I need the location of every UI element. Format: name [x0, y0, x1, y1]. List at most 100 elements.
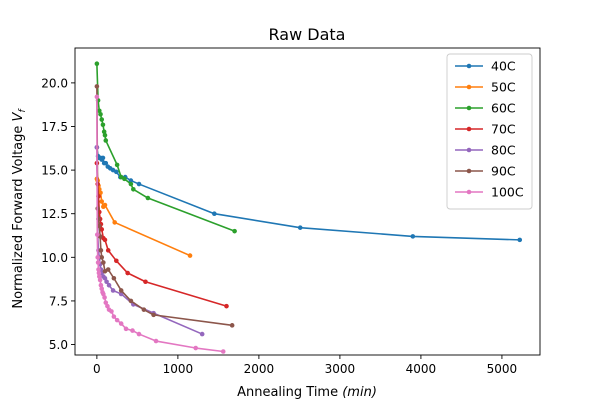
plot-frame [74, 47, 541, 356]
data-point-70C [114, 258, 119, 264]
data-point-60C [98, 111, 103, 117]
data-point-100C [96, 267, 101, 272]
data-point-80C [104, 279, 109, 285]
data-point-90C [141, 307, 147, 312]
y-tick-label: 10.0 [41, 251, 68, 265]
legend-swatch-marker [466, 84, 472, 90]
data-point-100C [96, 270, 102, 276]
x-axis-label: Annealing Time (min) [237, 385, 377, 400]
data-point-60C [145, 195, 151, 201]
data-point-100C [136, 331, 142, 337]
data-point-100C [153, 338, 159, 344]
y-tick-label: 5.0 [49, 338, 68, 352]
data-point-70C [105, 248, 111, 253]
x-tick-label: 4000 [406, 362, 437, 376]
data-point-40C [212, 211, 217, 217]
data-point-50C [187, 253, 193, 258]
data-point-100C [130, 328, 135, 333]
data-point-40C [100, 155, 106, 161]
legend-label: 100C [491, 185, 524, 200]
legend-item: 50C [455, 80, 516, 95]
legend-label: 60C [491, 101, 516, 116]
data-point-100C [109, 309, 114, 314]
data-point-100C [111, 314, 117, 319]
data-point-100C [97, 277, 103, 283]
data-point-60C [102, 132, 108, 138]
data-point-40C [297, 225, 303, 230]
data-point-100C [123, 326, 129, 332]
data-point-90C [229, 323, 235, 328]
data-point-90C [118, 288, 124, 293]
data-point-70C [102, 237, 108, 243]
data-point-40C [103, 160, 109, 166]
data-point-90C [111, 275, 117, 281]
data-point-80C [199, 331, 205, 337]
data-point-100C [193, 345, 199, 351]
data-point-90C [98, 248, 104, 253]
x-axis-label-text: Annealing Time [237, 385, 342, 400]
x-tick-label: 5000 [487, 362, 518, 376]
legend-label: 50C [491, 80, 516, 95]
legend-swatch-marker [466, 63, 472, 69]
series-line-70C [96, 163, 227, 307]
legend-item: 90C [455, 164, 516, 179]
data-point-80C [102, 275, 108, 281]
x-tick-label: 3000 [325, 362, 356, 376]
y-axis-label-symbol: V [11, 111, 26, 121]
data-point-60C [232, 228, 237, 234]
legend-label: 70C [491, 122, 516, 137]
y-tick-label: 7.5 [49, 294, 68, 308]
data-point-50C [102, 202, 108, 208]
data-point-100C [102, 295, 107, 300]
legend-swatch-marker [466, 126, 472, 132]
data-point-60C [122, 176, 127, 182]
data-point-100C [118, 321, 124, 326]
data-point-60C [94, 61, 100, 66]
legend-swatch-marker [466, 147, 472, 153]
y-axis-label: Normalized Forward Voltage Vf [11, 108, 28, 309]
data-point-100C [105, 303, 110, 309]
data-point-70C [143, 279, 148, 285]
chart-title: Raw Data [269, 25, 346, 44]
data-point-60C [114, 162, 120, 168]
data-point-90C [101, 260, 106, 265]
series-60C [94, 61, 237, 234]
data-point-70C [224, 303, 229, 309]
data-point-100C [95, 260, 101, 265]
y-axis-label-subscript: f [18, 108, 28, 113]
x-tick-label: 2000 [244, 362, 275, 376]
legend-swatch-marker [466, 105, 472, 111]
y-axis: 5.0 7.5 10.0 12.5 15.0 17.5 20.0 [41, 76, 75, 352]
x-axis: 0 1000 2000 3000 4000 5000 [93, 355, 517, 376]
legend-label: 80C [491, 143, 516, 158]
data-point-90C [105, 267, 111, 272]
y-tick-label: 15.0 [41, 164, 68, 178]
y-tick-label: 17.5 [41, 120, 68, 134]
legend-item: 80C [455, 143, 516, 158]
data-point-70C [99, 227, 105, 232]
data-point-100C [95, 255, 100, 260]
data-point-90C [94, 84, 100, 89]
x-tick-label: 0 [93, 362, 101, 376]
data-point-40C [410, 234, 416, 239]
data-point-60C [128, 181, 134, 187]
data-point-60C [100, 122, 106, 128]
data-point-60C [103, 138, 109, 143]
data-point-90C [128, 298, 134, 304]
data-point-100C [99, 286, 105, 292]
data-point-100C [114, 317, 120, 323]
data-point-100C [220, 349, 226, 354]
data-point-60C [101, 129, 107, 135]
data-point-50C [98, 190, 103, 196]
data-point-100C [98, 282, 104, 288]
legend-item: 100C [455, 185, 524, 200]
data-point-90C [151, 312, 156, 318]
legend-swatch-marker [466, 168, 472, 174]
legend-swatch-marker [466, 189, 472, 195]
legend-item: 60C [455, 101, 516, 116]
legend-item: 40C [455, 59, 516, 74]
data-point-90C [99, 255, 105, 260]
legend-label: 40C [491, 59, 516, 74]
data-point-100C [94, 232, 100, 237]
